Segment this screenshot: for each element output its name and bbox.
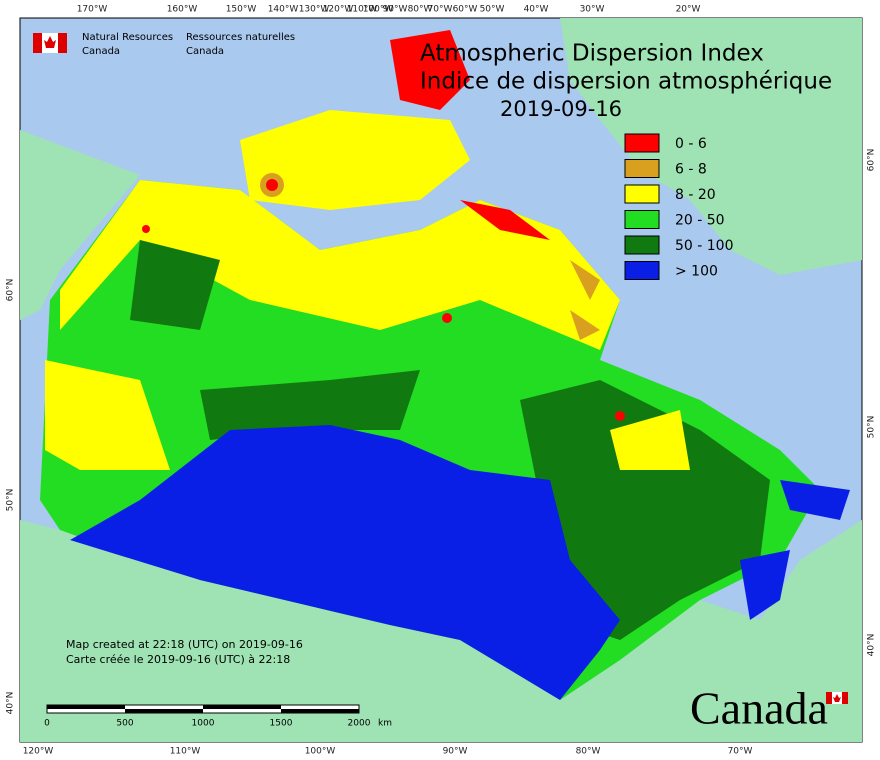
latitude-label: 50°N bbox=[867, 416, 877, 439]
legend-label: > 100 bbox=[675, 264, 718, 280]
org-en: Canada bbox=[82, 46, 120, 57]
legend-swatch bbox=[624, 133, 660, 153]
latitude-label: 60°N bbox=[6, 279, 16, 302]
latitude-label: 40°N bbox=[867, 634, 877, 657]
longitude-label: 30°W bbox=[580, 5, 605, 15]
zone-over-100 bbox=[70, 425, 620, 700]
scale-label: 0 bbox=[44, 719, 50, 729]
org-en: Natural Resources bbox=[82, 32, 173, 43]
latitude-label: 40°N bbox=[6, 692, 16, 715]
zone-0-6 bbox=[615, 411, 625, 421]
zone-0-6 bbox=[460, 200, 550, 240]
longitude-label: 110°W bbox=[170, 747, 201, 757]
zone-0-6 bbox=[266, 179, 278, 191]
legend-label: 0 - 6 bbox=[675, 136, 707, 152]
zone-8-20 bbox=[610, 410, 690, 470]
longitude-label: 100°W bbox=[305, 747, 336, 757]
flag bbox=[33, 33, 67, 53]
greenland bbox=[560, 18, 862, 275]
wordmark-flag bbox=[826, 692, 848, 704]
usa bbox=[20, 520, 862, 742]
wordmark: Canada bbox=[690, 683, 828, 734]
longitude-label: 80°W bbox=[576, 747, 601, 757]
zone-0-6 bbox=[442, 313, 452, 323]
longitude-label: 140°W bbox=[268, 5, 299, 15]
longitude-label: 120°W bbox=[23, 747, 54, 757]
zone-over-100 bbox=[740, 480, 850, 620]
longitude-label: 90°W bbox=[383, 5, 408, 15]
longitude-label: 70°W bbox=[428, 5, 453, 15]
longitude-label: 110°W bbox=[347, 5, 378, 15]
longitude-label: 70°W bbox=[728, 747, 753, 757]
footnote: Map created at 22:18 (UTC) on 2019-09-16 bbox=[66, 638, 303, 651]
zone-50-100 bbox=[200, 370, 420, 440]
legend-label: 50 - 100 bbox=[675, 238, 734, 254]
longitude-label: 150°W bbox=[226, 5, 257, 15]
alaska bbox=[20, 130, 140, 320]
longitude-label: 60°W bbox=[453, 5, 478, 15]
zone-0-6 bbox=[390, 30, 470, 110]
latitude-label: 50°N bbox=[6, 489, 16, 512]
legend-label: 8 - 20 bbox=[675, 187, 716, 203]
zone-50-100 bbox=[130, 240, 220, 330]
title: Atmospheric Dispersion Index bbox=[420, 41, 764, 67]
scale-label: 1000 bbox=[192, 719, 215, 729]
zone-8-20 bbox=[240, 110, 470, 210]
longitude-label: 40°W bbox=[524, 5, 549, 15]
scale-label: 2000 bbox=[348, 719, 371, 729]
legend-label: 20 - 50 bbox=[675, 213, 725, 229]
longitude-label: 80°W bbox=[408, 5, 433, 15]
longitude-label: 90°W bbox=[443, 747, 468, 757]
legend-swatch bbox=[624, 210, 660, 229]
legend-swatch bbox=[624, 235, 660, 255]
scale-label: 500 bbox=[116, 719, 133, 729]
footnote: Carte créée le 2019-09-16 (UTC) à 22:18 bbox=[66, 653, 290, 666]
legend-label: 6 - 8 bbox=[675, 162, 707, 178]
zone-8-20 bbox=[45, 360, 170, 470]
longitude-label: 20°W bbox=[676, 5, 701, 15]
longitude-label: 170°W bbox=[77, 5, 108, 15]
legend-swatch bbox=[624, 184, 660, 204]
scale-bar bbox=[46, 704, 360, 714]
scale-label: 1500 bbox=[270, 719, 293, 729]
longitude-label: 50°W bbox=[480, 5, 505, 15]
legend-swatch bbox=[624, 261, 660, 280]
longitude-label: 160°W bbox=[167, 5, 198, 15]
title-date: 2019-09-16 bbox=[500, 97, 622, 121]
longitude-label: 100°W bbox=[363, 5, 394, 15]
title: Indice de dispersion atmosphérique bbox=[420, 69, 832, 95]
org-fr: Canada bbox=[186, 46, 224, 57]
latitude-label: 60°N bbox=[867, 149, 877, 172]
legend-swatch bbox=[624, 159, 660, 178]
zone-6-8 bbox=[570, 260, 600, 340]
zone-8-20 bbox=[60, 180, 620, 350]
org-fr: Ressources naturelles bbox=[186, 32, 295, 43]
longitude-label: 130°W bbox=[299, 5, 330, 15]
longitude-label: 120°W bbox=[323, 5, 354, 15]
scale-unit: km bbox=[378, 719, 392, 729]
zone-0-6 bbox=[142, 225, 150, 233]
